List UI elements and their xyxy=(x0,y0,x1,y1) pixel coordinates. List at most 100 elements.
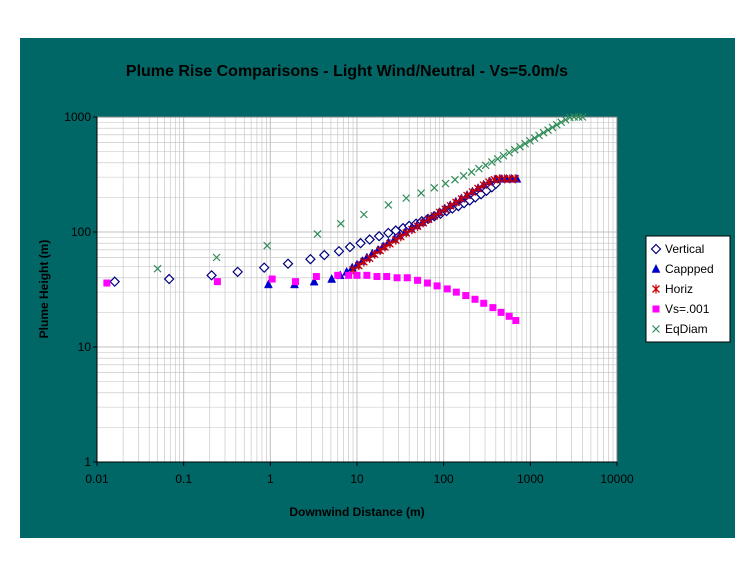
horiz-point xyxy=(413,221,422,231)
vertical-point xyxy=(355,237,366,249)
eqdiam-point xyxy=(578,113,587,121)
legend-label-vs-001: Vs=.001 xyxy=(665,302,710,316)
eqdiam-point xyxy=(548,123,557,132)
horiz-point xyxy=(479,180,488,190)
horiz-point xyxy=(407,225,416,235)
vertical-point xyxy=(364,234,376,245)
eqdiam-point xyxy=(459,171,468,180)
horiz-point xyxy=(457,194,466,204)
horiz-point xyxy=(365,253,374,263)
horiz-point xyxy=(474,183,482,193)
horiz-point xyxy=(511,174,520,184)
eqdiam-point xyxy=(499,151,508,160)
vertical-point xyxy=(109,276,121,288)
y-tick-label: 100 xyxy=(71,225,91,239)
vs-001-point xyxy=(505,312,513,320)
eqdiam-point xyxy=(212,253,221,262)
eqdiam-point xyxy=(313,230,322,238)
y-tick-label: 1 xyxy=(84,455,91,469)
series-vs-001 xyxy=(103,271,520,324)
eqdiam-point xyxy=(451,175,459,184)
horiz-point xyxy=(370,249,379,259)
vs-001-point xyxy=(471,295,479,303)
horiz-point xyxy=(430,211,439,221)
vertical-point xyxy=(282,258,294,270)
plume-rise-chart: Plume Rise Comparisons - Light Wind/Neut… xyxy=(37,63,731,519)
cappped-point xyxy=(263,279,273,289)
vertical-point xyxy=(258,262,270,273)
vs-001-point xyxy=(403,274,411,282)
data-series xyxy=(103,113,587,324)
vertical-point xyxy=(333,245,345,257)
vs-001-point xyxy=(462,292,470,300)
legend-marker-vertical xyxy=(650,243,662,255)
eqdiam-point xyxy=(530,134,539,142)
eqdiam-point xyxy=(441,179,450,188)
vs-001-point xyxy=(103,279,111,287)
eqdiam-point xyxy=(544,126,552,134)
vs-001-point xyxy=(414,276,422,284)
vertical-point xyxy=(163,273,175,285)
horiz-point xyxy=(359,257,368,267)
vs-001-point xyxy=(213,278,221,286)
vs-001-point xyxy=(393,274,401,282)
horiz-point xyxy=(385,239,394,249)
x-tick-label: 0.01 xyxy=(85,472,109,486)
eqdiam-point xyxy=(526,136,534,145)
vertical-point xyxy=(318,249,330,261)
vs-001-point xyxy=(373,273,381,281)
horiz-point xyxy=(380,242,389,252)
eqdiam-point xyxy=(384,200,393,209)
vs-001-point xyxy=(480,299,488,307)
vs-001-point xyxy=(383,273,391,281)
legend-label-eqdiam: EqDiam xyxy=(665,322,708,336)
vs-001-point xyxy=(268,275,276,283)
eqdiam-point xyxy=(474,164,483,173)
legend-marker-cappped xyxy=(651,263,661,273)
x-tick-label: 1000 xyxy=(517,472,544,486)
horiz-point xyxy=(435,207,444,217)
horiz-point xyxy=(468,187,477,197)
legend-marker-horiz xyxy=(652,284,660,294)
chart-panel: Plume Rise Comparisons - Light Wind/Neut… xyxy=(20,38,735,538)
vertical-point xyxy=(232,266,244,278)
x-tick-label: 10 xyxy=(350,472,364,486)
vertical-point xyxy=(344,241,356,253)
chart-title: Plume Rise Comparisons - Light Wind/Neut… xyxy=(126,63,568,80)
vs-001-point xyxy=(452,288,460,296)
eqdiam-point xyxy=(521,139,530,148)
x-tick-label: 1 xyxy=(267,472,274,486)
vs-001-point xyxy=(363,271,371,279)
horiz-point xyxy=(396,232,405,242)
eqdiam-point xyxy=(561,115,570,124)
eqdiam-point xyxy=(430,183,439,192)
eqdiam-point xyxy=(263,241,272,250)
vs-001-point xyxy=(353,271,361,279)
eqdiam-point xyxy=(516,142,524,151)
eqdiam-point xyxy=(336,219,345,228)
vs-001-point xyxy=(433,282,441,290)
vertical-point xyxy=(373,230,385,242)
horiz-point xyxy=(376,246,385,256)
eqdiam-point xyxy=(359,210,368,219)
vs-001-point xyxy=(443,285,451,293)
horiz-point xyxy=(424,214,433,224)
vs-001-point xyxy=(512,316,520,324)
horiz-point xyxy=(402,228,411,238)
x-tick-label: 10000 xyxy=(600,472,634,486)
legend-marker-eqdiam xyxy=(652,325,660,333)
legend-label-vertical: Vertical xyxy=(665,242,704,256)
vs-001-point xyxy=(497,308,505,316)
vs-001-point xyxy=(423,279,431,287)
horiz-point xyxy=(463,190,471,200)
eqdiam-point xyxy=(505,148,514,157)
legend-box xyxy=(645,235,731,343)
eqdiam-point xyxy=(539,128,548,137)
vertical-point xyxy=(305,253,316,265)
y-tick-label: 10 xyxy=(78,340,92,354)
eqdiam-point xyxy=(417,189,426,198)
eqdiam-point xyxy=(153,264,162,273)
horiz-point xyxy=(452,197,461,207)
eqdiam-point xyxy=(467,168,476,176)
